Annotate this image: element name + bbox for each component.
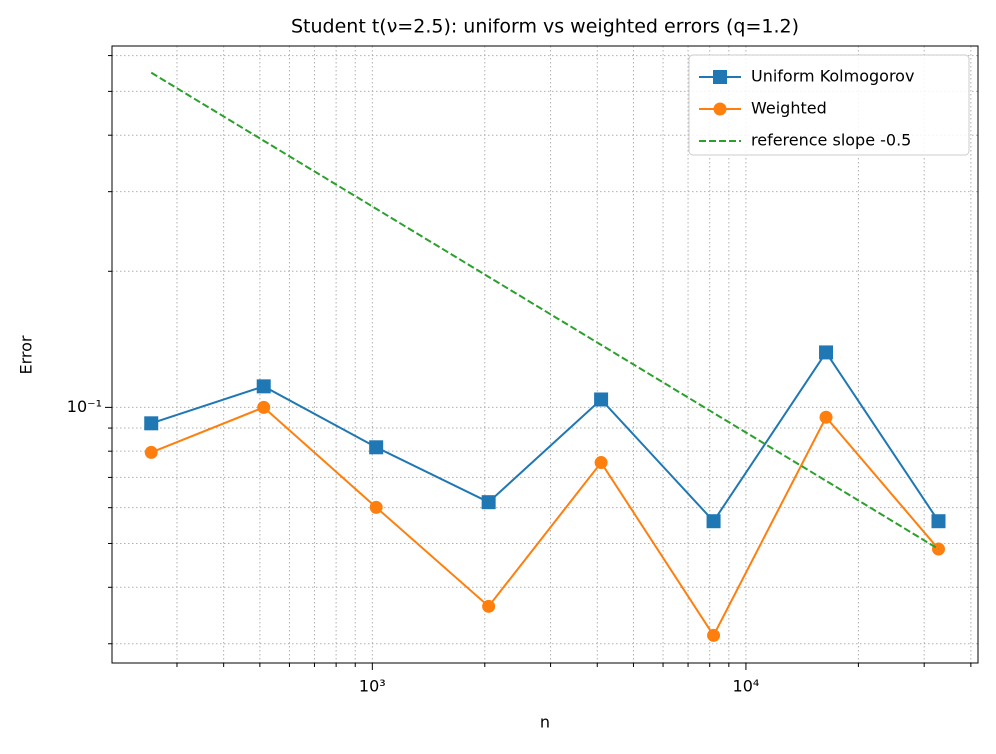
marker [707,628,721,642]
series-line [150,406,940,638]
legend-label: reference slope -0.5 [751,131,911,150]
marker [256,379,271,394]
legend: Uniform Kolmogorov Weighted reference slop… [688,54,970,156]
marker [931,514,946,529]
x-tick-label: 10³ [359,677,386,696]
marker [819,345,834,360]
legend-label: Weighted [751,99,827,118]
series-line [150,71,940,550]
marker [257,400,271,414]
marker [594,392,609,407]
series-line [150,350,940,523]
marker [369,500,383,514]
legend-box [688,54,970,156]
marker [819,410,833,424]
marker [594,456,608,470]
legend-label: Uniform Kolmogorov [751,67,914,86]
marker [481,495,496,510]
marker [482,599,496,613]
marker [144,416,159,431]
marker [713,70,727,84]
chart-title: Student t(ν=2.5): uniform vs weighted er… [291,16,799,38]
x-axis-label: n [540,713,550,732]
y-axis-label: Error [17,335,36,374]
plot-frame [111,45,979,664]
marker [369,440,384,455]
x-tick-label: 10⁴ [733,677,760,696]
marker [144,445,158,459]
y-tick-label: 10⁻¹ [67,397,102,416]
marker [713,102,727,116]
marker [706,514,721,529]
